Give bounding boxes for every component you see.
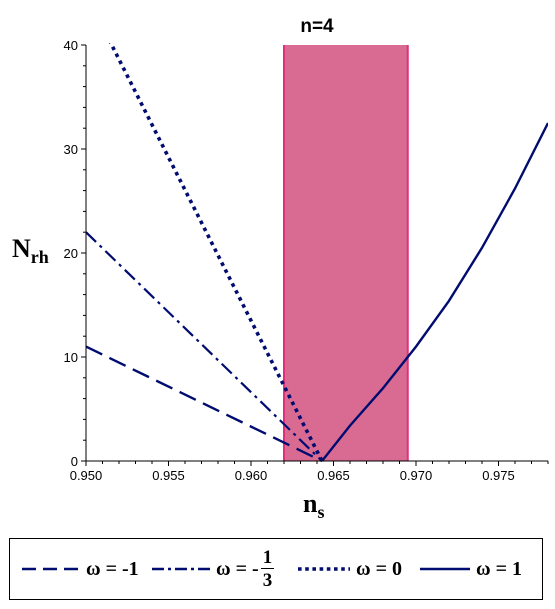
legend-item-omega-1: ω = 1: [420, 539, 522, 599]
band-layer: [283, 45, 409, 461]
tick-layer: 0.950 0.955 0.960 0.965 0.970 0.975 0 10 20 30 40: [64, 38, 549, 483]
x-axis-label-sub: s: [317, 502, 324, 522]
x-tick-label: 0.975: [482, 468, 515, 483]
series-line-solid: [321, 122, 548, 462]
legend-item-omega-minus-third: ω = - 1 3: [152, 539, 275, 599]
y-tick-label: 40: [64, 38, 78, 53]
legend: ω = -1 ω = - 1 3 ω = 0 ω = 1: [9, 538, 543, 600]
y-tick-label: 30: [64, 142, 78, 157]
legend-label-prefix: ω = -: [216, 557, 259, 580]
legend-fraction-numerator: 1: [260, 547, 275, 569]
series-line-dashdot: [86, 231, 323, 462]
legend-item-omega-0: ω = 0: [298, 539, 402, 599]
legend-label: ω = 0: [356, 557, 403, 580]
legend-swatch-dashdot: [152, 567, 210, 571]
y-tick-label: 10: [64, 350, 78, 365]
series-layer: [86, 43, 548, 463]
legend-swatch-dashed: [22, 567, 80, 571]
legend-label: ω = - 1 3: [216, 547, 275, 591]
x-tick-label: 0.965: [317, 468, 350, 483]
x-axis-label: ns: [303, 489, 324, 522]
legend-swatch-dotted: [298, 567, 350, 571]
y-tick-label: 0: [71, 454, 78, 469]
chart-title: n=4: [300, 16, 334, 37]
legend-fraction: 1 3: [260, 547, 275, 591]
legend-label: ω = -1: [86, 557, 139, 580]
shaded-band: [284, 45, 408, 461]
series-line-dotted: [108, 43, 324, 462]
legend-swatch-solid: [420, 567, 470, 571]
legend-label: ω = 1: [476, 557, 523, 580]
chart: n=4 0.950 0.955 0.960 0.965 0.970 0.975 0 10 20 3…: [12, 16, 549, 522]
series-line-dashed: [86, 345, 323, 463]
y-tick-label: 20: [64, 246, 78, 261]
legend-item-omega-minus-1: ω = -1: [22, 539, 139, 599]
y-axis-label: Nrh: [12, 234, 49, 267]
x-tick-label: 0.950: [70, 468, 103, 483]
x-axis-label-main: n: [303, 489, 318, 518]
legend-fraction-denominator: 3: [262, 570, 273, 591]
y-axis-label-main: N: [12, 234, 31, 263]
y-axis-label-sub: rh: [31, 247, 49, 267]
x-tick-label: 0.955: [152, 468, 185, 483]
x-tick-label: 0.970: [400, 468, 433, 483]
x-tick-label: 0.960: [235, 468, 268, 483]
